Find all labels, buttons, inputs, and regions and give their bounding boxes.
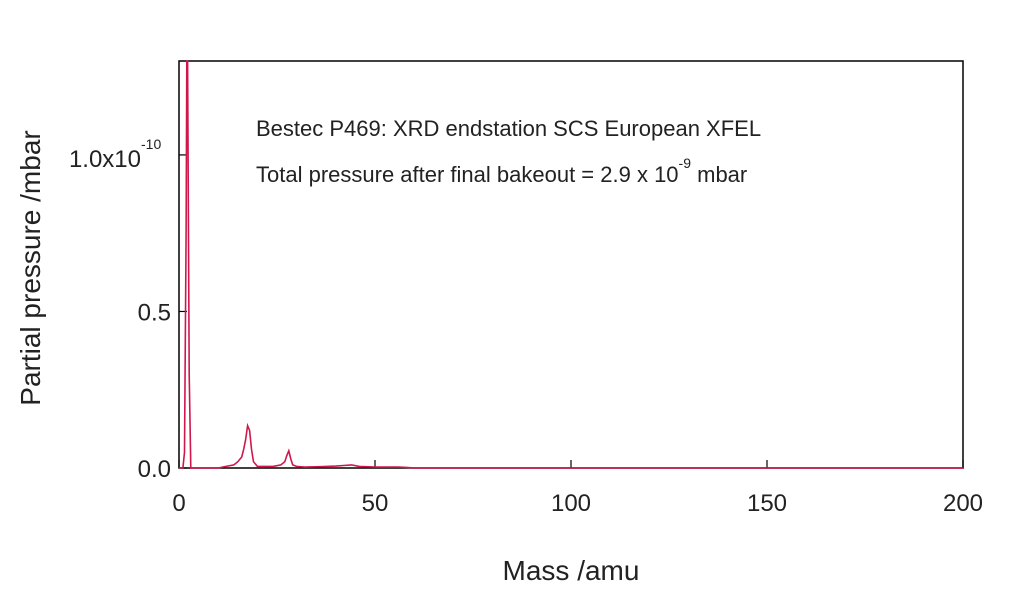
y-axis-title: Partial pressure /mbar bbox=[15, 130, 46, 405]
x-axis: 0 50 100 150 200 bbox=[172, 460, 983, 517]
annotation-line-2: Total pressure after final bakeout = 2.9… bbox=[256, 155, 747, 187]
x-tick-label: 150 bbox=[747, 490, 787, 517]
annotation-line-1: Bestec P469: XRD endstation SCS European… bbox=[256, 116, 761, 141]
y-multiplier-exponent: -10 bbox=[141, 136, 161, 152]
x-tick-label: 0 bbox=[172, 490, 185, 517]
x-tick-label: 200 bbox=[943, 490, 983, 517]
y-multiplier-label: 1.0x10 bbox=[69, 146, 141, 173]
annotation-line-2-exponent: -9 bbox=[679, 155, 692, 171]
series-line bbox=[179, 60, 963, 469]
x-tick-label: 100 bbox=[551, 490, 591, 517]
x-tick-label: 50 bbox=[362, 490, 389, 517]
y-tick-label: 0.5 bbox=[138, 299, 171, 326]
x-axis-title: Mass /amu bbox=[503, 555, 640, 586]
plot-area: 0 50 100 150 200 0.0 0.5 bbox=[138, 60, 983, 517]
annotation-line-2-text: Total pressure after final bakeout = 2.9… bbox=[256, 162, 679, 187]
annotation-line-2-unit: mbar bbox=[691, 162, 747, 187]
y-axis: 0.0 0.5 bbox=[138, 154, 187, 483]
y-tick-label: 0.0 bbox=[138, 456, 171, 483]
